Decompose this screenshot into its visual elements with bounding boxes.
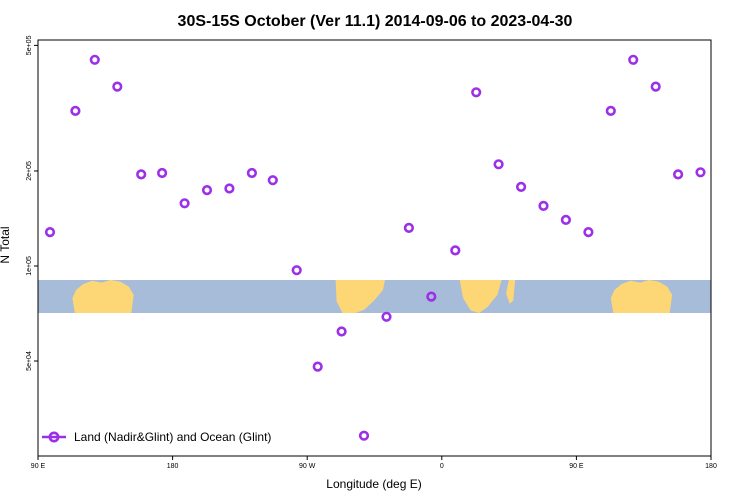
map-land-south-america <box>335 280 385 313</box>
data-point <box>605 105 616 116</box>
x-tick-label: 90 E <box>569 463 584 470</box>
legend: Land (Nadir&Glint) and Ocean (Glint) <box>42 430 271 444</box>
x-axis: 90 E 180 90 W 0 90 E 180 <box>31 456 717 470</box>
map-land-australia <box>72 280 134 313</box>
data-point <box>44 227 56 238</box>
data-point <box>70 105 81 116</box>
data-point <box>358 430 370 441</box>
y-tick-label: 2e+05 <box>26 161 33 181</box>
data-point <box>201 185 213 196</box>
map-land-africa <box>459 280 502 313</box>
data-point <box>471 87 482 98</box>
data-point <box>493 159 504 170</box>
x-tick-label: 180 <box>705 463 717 470</box>
y-tick-label: 5e+05 <box>26 35 33 55</box>
x-tick-label: 0 <box>440 463 444 470</box>
data-point <box>628 54 639 65</box>
data-point <box>695 167 706 178</box>
y-axis: 5e+04 1e+05 2e+05 5e+05 <box>26 35 38 371</box>
data-point <box>426 291 437 302</box>
data-point <box>672 169 684 180</box>
x-tick-label: 90 E <box>31 463 46 470</box>
data-point <box>650 81 661 92</box>
data-point <box>246 167 257 179</box>
data-point <box>157 167 168 179</box>
data-point <box>336 326 347 337</box>
chart-title: 30S-15S October (Ver 11.1) 2014-09-06 to… <box>178 13 573 30</box>
x-tick-label: 180 <box>167 463 179 470</box>
data-point <box>583 227 594 238</box>
data-point <box>450 245 461 256</box>
data-point <box>381 311 392 322</box>
map-land-madagascar <box>506 280 516 304</box>
data-point <box>291 265 302 276</box>
data-point <box>403 222 415 233</box>
x-axis-label: Longitude (deg E) <box>326 477 421 491</box>
legend-marker-swatch <box>48 431 60 443</box>
y-tick-label: 1e+05 <box>26 256 33 276</box>
y-tick-label: 5e+04 <box>26 351 33 371</box>
background-map-strip <box>38 280 711 313</box>
data-points <box>44 54 706 441</box>
y-axis-label: N Total <box>0 226 12 263</box>
x-tick-label: 90 W <box>299 463 316 470</box>
data-point <box>515 181 527 192</box>
data-point <box>179 198 190 209</box>
data-point <box>267 175 278 186</box>
data-point <box>224 183 235 194</box>
data-point <box>560 214 572 225</box>
plot-frame <box>37 39 712 457</box>
data-point <box>312 361 323 372</box>
data-point <box>538 200 549 211</box>
data-point <box>112 81 123 92</box>
map-land-australia-repeat <box>610 280 673 313</box>
data-point <box>136 169 147 180</box>
data-point <box>89 54 100 65</box>
legend-entry-label: Land (Nadir&Glint) and Ocean (Glint) <box>74 430 271 444</box>
